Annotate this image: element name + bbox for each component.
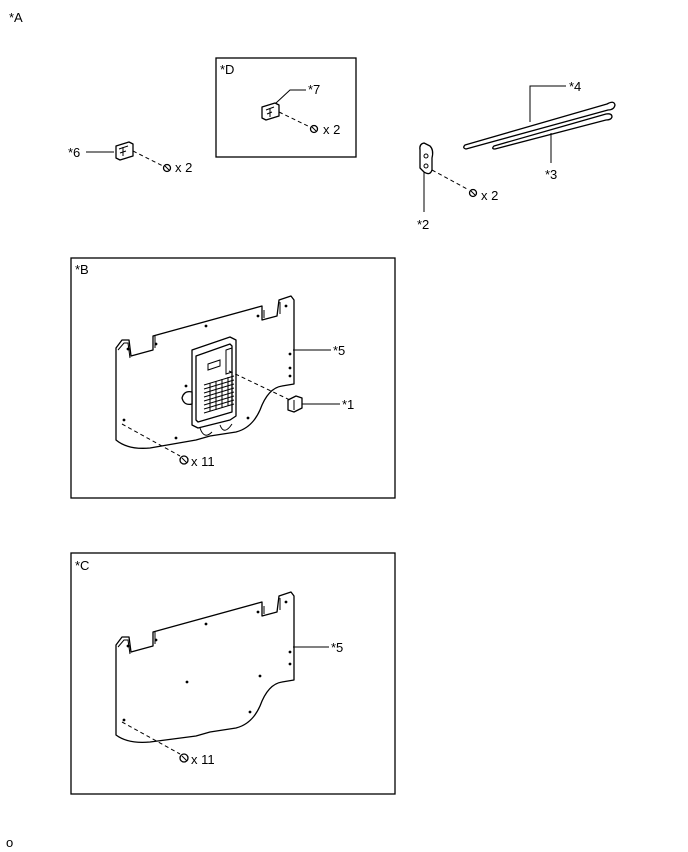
qty-clips-c: x 11 [191, 752, 215, 767]
clip-icon [179, 455, 189, 465]
callout-part-6: *6 [68, 145, 80, 160]
panel-c-label: *C [75, 558, 89, 573]
install-path-part-6 [132, 150, 164, 167]
part-7-clip [261, 102, 280, 121]
callout-part-4: *4 [569, 79, 581, 94]
control-unit-module [181, 336, 237, 436]
detail-panel-c [70, 552, 396, 795]
clip-hole [122, 304, 292, 440]
part-1-clip [287, 395, 303, 413]
view-label: *A [9, 10, 23, 25]
clip-icon [179, 753, 189, 763]
qty-part-6-screws: x 2 [175, 160, 192, 175]
callout-part-1: *1 [342, 397, 354, 412]
screw-icon [162, 163, 172, 173]
callout-part-2: *2 [417, 217, 429, 232]
callout-part-5-b: *5 [333, 343, 345, 358]
callout-part-7: *7 [308, 82, 320, 97]
detail-panel-d [215, 57, 357, 158]
qty-part-2-screws: x 2 [481, 188, 498, 203]
callout-part-5-c: *5 [331, 640, 343, 655]
detail-panel-b [70, 257, 396, 499]
vent-grille [203, 375, 235, 414]
part-6-bracket [115, 141, 134, 161]
figure-code: o [6, 835, 13, 850]
part-5-trim-board [115, 591, 295, 743]
panel-d-label: *D [220, 62, 234, 77]
leader-part-7 [275, 89, 306, 104]
install-path-part-1 [228, 370, 291, 401]
panel-b-label: *B [75, 262, 89, 277]
screw-icon [468, 188, 478, 198]
part-2-hinge-bracket [419, 142, 434, 175]
leader-part-4 [529, 85, 566, 122]
clip-hole [122, 600, 292, 722]
callout-part-3: *3 [545, 167, 557, 182]
part-4-rod [463, 101, 616, 150]
qty-part-7-screws: x 2 [323, 122, 340, 137]
screw-icon [309, 124, 319, 134]
part-3-rod [492, 113, 613, 150]
qty-clips-b: x 11 [191, 454, 215, 469]
install-path-part-7 [278, 111, 311, 128]
install-path-part-2 [431, 169, 470, 191]
